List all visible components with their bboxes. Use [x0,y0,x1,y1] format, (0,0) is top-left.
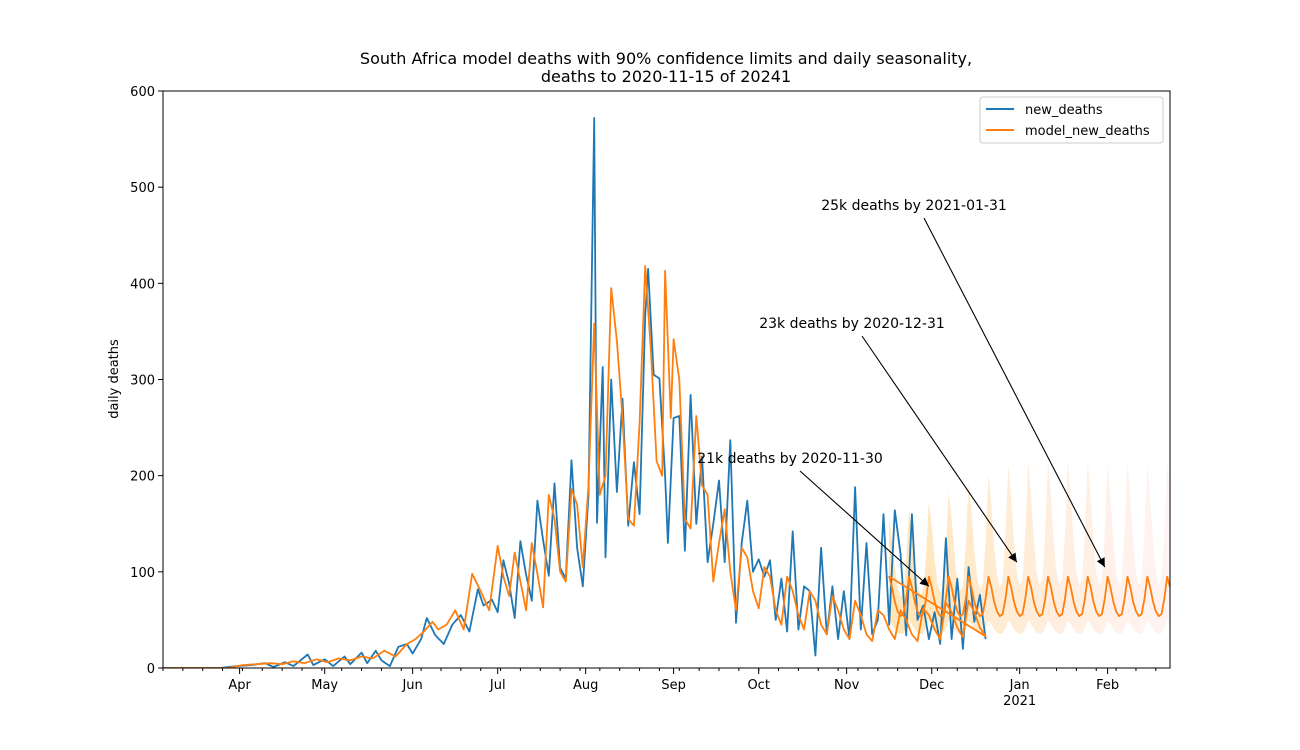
plot-frame [162,90,1171,669]
x-tick-label: Jul [489,678,506,693]
x-tick-label: Nov [834,678,860,693]
x-tick-year-label: 2021 [1003,694,1036,709]
x-tick-label: Jun [401,678,422,693]
x-tick-label: Feb [1096,678,1119,693]
legend-label: new_deaths [1025,103,1103,118]
annotation-arrow [923,217,1106,568]
y-tick-label: 0 [147,662,155,677]
chart-title: South Africa model deaths with 90% confi… [360,49,972,68]
annotation: 23k deaths by 2020-12-31 [759,316,1018,563]
series-line-model-new-deaths [163,265,1170,668]
y-tick-label: 300 [130,374,155,389]
annotation-arrow [799,470,930,587]
annotation: 25k deaths by 2021-01-31 [821,198,1106,568]
x-tick-label: Oct [747,678,769,693]
x-tick-label: Jan [1009,678,1030,693]
legend: new_deaths model_new_deaths [979,96,1164,144]
annotation-text: 21k deaths by 2020-11-30 [697,451,883,467]
y-axis: 0 100 200 300 400 500 600 [130,85,163,677]
x-tick-label: May [311,678,338,693]
annotation-text: 25k deaths by 2021-01-31 [821,198,1007,214]
confidence-band [889,461,1170,634]
series-layer [163,117,1170,668]
confidence-band-area [889,461,1170,634]
y-tick-label: 400 [130,277,155,292]
annotation-text: 23k deaths by 2020-12-31 [759,316,945,332]
y-axis-label: daily deaths [107,339,122,419]
x-tick-label: Aug [573,678,598,693]
y-tick-label: 100 [130,566,155,581]
x-tick-label: Sep [661,678,686,693]
annotation: 21k deaths by 2020-11-30 [697,451,930,587]
legend-label: model_new_deaths [1025,124,1150,139]
chart-subtitle: deaths to 2020-11-15 of 20241 [541,67,791,86]
x-tick-label: Apr [228,678,251,693]
annotation-arrow [861,335,1018,563]
legend-box [979,96,1164,144]
x-tick-label: Dec [919,678,944,693]
y-tick-label: 200 [130,470,155,485]
y-tick-label: 500 [130,181,155,196]
annotations: 21k deaths by 2020-11-30 23k deaths by 20… [697,198,1106,587]
y-tick-label: 600 [130,85,155,100]
